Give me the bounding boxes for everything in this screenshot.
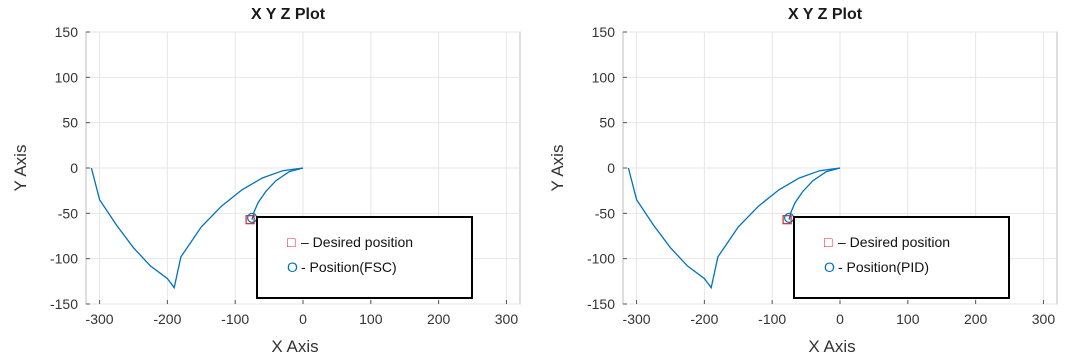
y-tick-label: 0 — [607, 160, 615, 176]
desired-position-marker — [782, 215, 792, 225]
y-tick-label: 150 — [592, 24, 616, 40]
x-tick-label: -200 — [690, 311, 718, 327]
x-tick-label: 200 — [964, 311, 988, 327]
y-tick-label: -50 — [595, 205, 615, 221]
xyz-plot-pid: -300 -200 -100 0 100 200 300 150 100 50 0 -50 -100 -1… — [548, 6, 1058, 356]
x-tick-label: 100 — [359, 311, 383, 327]
legend-circle-icon: O — [287, 259, 298, 275]
legend-box — [256, 216, 473, 299]
x-tick-label: -300 — [623, 311, 651, 327]
legend-label: – Desired position — [301, 234, 413, 250]
x-tick-label: -100 — [758, 311, 786, 327]
x-tick-label: 300 — [1032, 311, 1056, 327]
legend-square-icon: □ — [824, 234, 833, 250]
legend-label: – Desired position — [838, 234, 950, 250]
y-axis-label: Y Axis — [548, 145, 567, 192]
x-tick-label: 100 — [896, 311, 920, 327]
x-axis-label: X Axis — [808, 337, 855, 356]
trajectory-line-1 — [90, 167, 304, 290]
y-tick-label: 0 — [70, 160, 78, 176]
y-tick-label: 50 — [62, 115, 78, 131]
x-tick-label: -200 — [153, 311, 181, 327]
legend-circle-icon: O — [824, 259, 835, 275]
legend-square-icon: □ — [287, 234, 296, 250]
trajectory-line-2 — [788, 167, 841, 220]
legend-label: - Position(FSC) — [301, 259, 397, 275]
y-tick-label: -150 — [587, 296, 615, 312]
trajectory-line-1 — [627, 167, 841, 290]
y-tick-label: 100 — [592, 69, 616, 85]
x-tick-label: 0 — [299, 311, 307, 327]
x-tick-label: -100 — [221, 311, 249, 327]
x-axis-label: X Axis — [271, 337, 318, 356]
chart-title: X Y Z Plot — [251, 6, 326, 23]
x-tick-label: -300 — [86, 311, 114, 327]
y-tick-label: -100 — [587, 251, 615, 267]
x-tick-label: 300 — [495, 311, 519, 327]
legend-box — [793, 216, 1010, 299]
y-tick-label: -150 — [50, 296, 78, 312]
x-tick-label: 0 — [836, 311, 844, 327]
y-tick-label: 50 — [599, 115, 615, 131]
xyz-plot-fsc: -300 -200 -100 0 100 200 300 150 100 50 0 -50 -100 -1… — [11, 6, 521, 356]
trajectory-line-2 — [251, 167, 304, 220]
y-axis-label: Y Axis — [11, 145, 30, 192]
y-tick-label: 150 — [55, 24, 79, 40]
x-tick-label: 200 — [427, 311, 451, 327]
y-tick-label: -100 — [50, 251, 78, 267]
y-tick-label: 100 — [55, 69, 79, 85]
desired-position-marker — [245, 215, 255, 225]
chart-title: X Y Z Plot — [788, 6, 863, 23]
y-tick-label: -50 — [58, 205, 78, 221]
legend-label: - Position(PID) — [838, 259, 929, 275]
